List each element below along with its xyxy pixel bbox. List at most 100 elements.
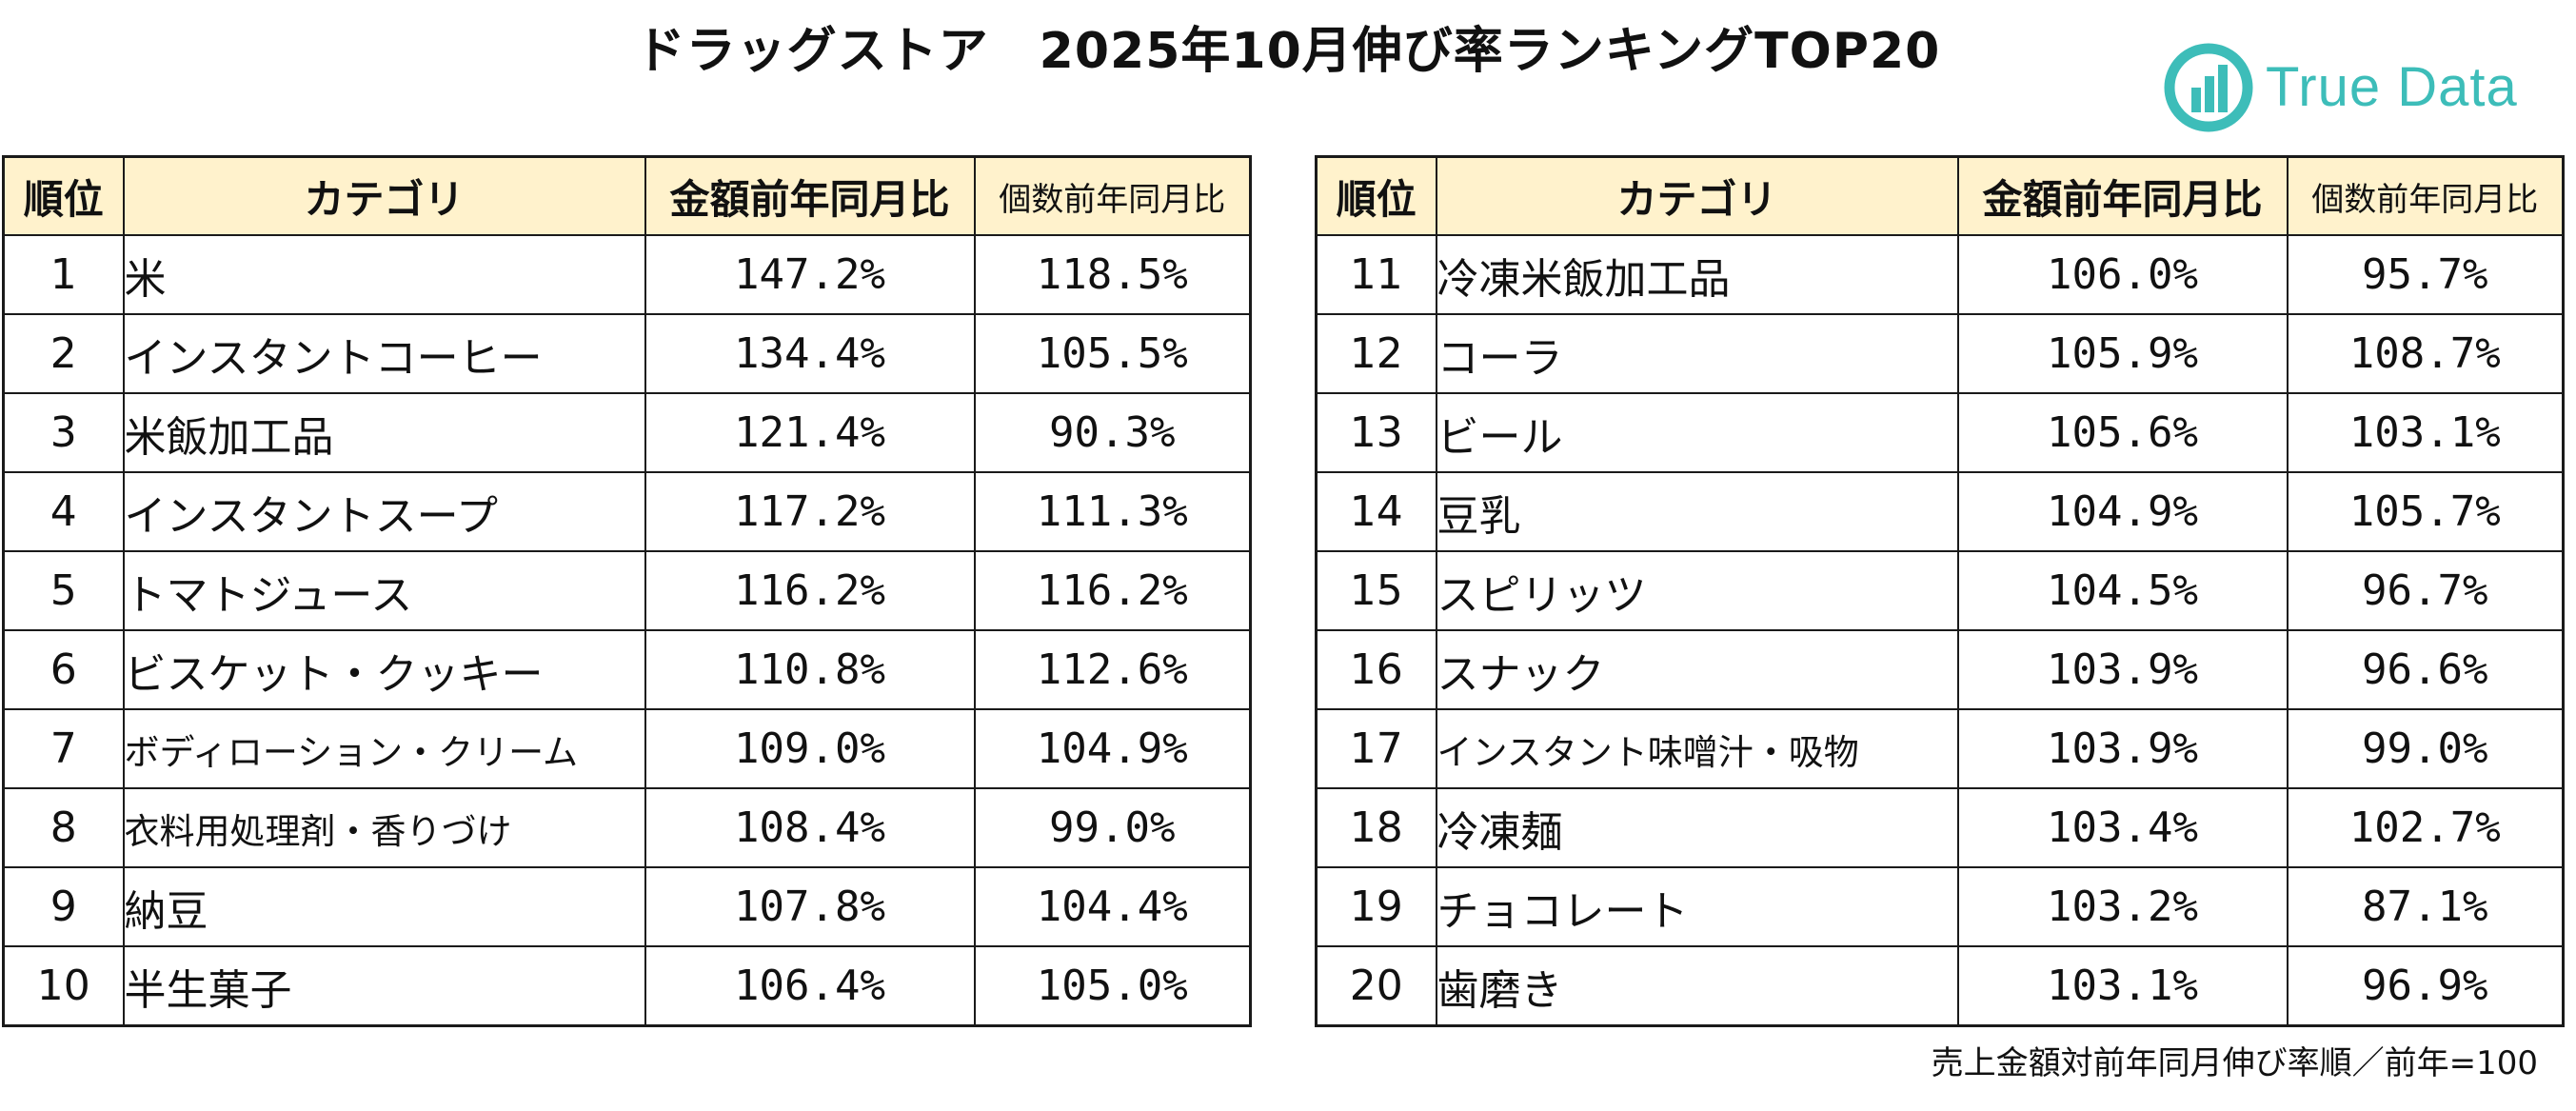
table-row: 6 ビスケット・クッキー 110.8% 112.6%: [2, 629, 1252, 710]
table-row: 7 ボディローション・クリーム 109.0% 104.9%: [2, 708, 1252, 789]
category-cell: 納豆: [122, 866, 646, 947]
rank-cell: 3: [2, 392, 125, 473]
rank-cell: 13: [1315, 392, 1437, 473]
table-row: 17 インスタント味噌汁・吸物 103.9% 99.0%: [1315, 708, 2565, 789]
count-ratio-cell: 105.0%: [973, 945, 1252, 1027]
count-ratio-cell: 111.3%: [973, 471, 1252, 552]
amount-ratio-cell: 117.2%: [644, 471, 976, 552]
count-ratio-cell: 96.7%: [2286, 550, 2565, 631]
category-cell: ビール: [1435, 392, 1959, 473]
column-header-amount-ratio: 金額前年同月比: [644, 155, 976, 236]
ranking-table-left: 順位 カテゴリ 金額前年同月比 個数前年同月比 1 米 147.2% 118.5…: [2, 155, 1252, 1027]
true-data-logo-icon: [2164, 43, 2253, 132]
rank-cell: 15: [1315, 550, 1437, 631]
count-ratio-cell: 90.3%: [973, 392, 1252, 473]
table-row: 3 米飯加工品 121.4% 90.3%: [2, 392, 1252, 473]
category-cell: 冷凍麺: [1435, 787, 1959, 868]
category-cell: 歯磨き: [1435, 945, 1959, 1027]
amount-ratio-cell: 116.2%: [644, 550, 976, 631]
table-row: 4 インスタントスープ 117.2% 111.3%: [2, 471, 1252, 552]
category-cell: トマトジュース: [122, 550, 646, 631]
amount-ratio-cell: 134.4%: [644, 313, 976, 394]
amount-ratio-cell: 147.2%: [644, 234, 976, 315]
count-ratio-cell: 104.4%: [973, 866, 1252, 947]
table-row: 12 コーラ 105.9% 108.7%: [1315, 313, 2565, 394]
category-cell: インスタントコーヒー: [122, 313, 646, 394]
amount-ratio-cell: 103.1%: [1956, 945, 2289, 1027]
count-ratio-cell: 96.6%: [2286, 629, 2565, 710]
column-header-category: カテゴリ: [122, 155, 646, 236]
table-row: 10 半生菓子 106.4% 105.0%: [2, 945, 1252, 1027]
amount-ratio-cell: 110.8%: [644, 629, 976, 710]
rank-cell: 5: [2, 550, 125, 631]
brand-logo: True Data: [2163, 42, 2518, 133]
amount-ratio-cell: 104.5%: [1956, 550, 2289, 631]
count-ratio-cell: 102.7%: [2286, 787, 2565, 868]
category-cell: 豆乳: [1435, 471, 1959, 552]
count-ratio-cell: 118.5%: [973, 234, 1252, 315]
count-ratio-cell: 108.7%: [2286, 313, 2565, 394]
rank-cell: 16: [1315, 629, 1437, 710]
category-cell: ビスケット・クッキー: [122, 629, 646, 710]
amount-ratio-cell: 103.9%: [1956, 708, 2289, 789]
table-row: 15 スピリッツ 104.5% 96.7%: [1315, 550, 2565, 631]
rank-cell: 17: [1315, 708, 1437, 789]
table-row: 18 冷凍麺 103.4% 102.7%: [1315, 787, 2565, 868]
count-ratio-cell: 99.0%: [973, 787, 1252, 868]
rank-cell: 12: [1315, 313, 1437, 394]
brand-name: True Data: [2266, 56, 2518, 118]
page-title: ドラッグストア 2025年10月伸び率ランキングTOP20: [635, 23, 1941, 80]
count-ratio-cell: 112.6%: [973, 629, 1252, 710]
rank-cell: 19: [1315, 866, 1437, 947]
count-ratio-cell: 116.2%: [973, 550, 1252, 631]
amount-ratio-cell: 103.9%: [1956, 629, 2289, 710]
count-ratio-cell: 105.5%: [973, 313, 1252, 394]
category-cell: スナック: [1435, 629, 1959, 710]
table-row: 5 トマトジュース 116.2% 116.2%: [2, 550, 1252, 631]
amount-ratio-cell: 106.0%: [1956, 234, 2289, 315]
table-row: 1 米 147.2% 118.5%: [2, 234, 1252, 315]
table-row: 20 歯磨き 103.1% 96.9%: [1315, 945, 2565, 1027]
table-row: 16 スナック 103.9% 96.6%: [1315, 629, 2565, 710]
rank-cell: 6: [2, 629, 125, 710]
rank-cell: 20: [1315, 945, 1437, 1027]
column-header-rank: 順位: [1315, 155, 1437, 236]
column-header-amount-ratio: 金額前年同月比: [1956, 155, 2289, 236]
rank-cell: 9: [2, 866, 125, 947]
category-cell: インスタントスープ: [122, 471, 646, 552]
rank-cell: 1: [2, 234, 125, 315]
amount-ratio-cell: 103.2%: [1956, 866, 2289, 947]
table-header-row: 順位 カテゴリ 金額前年同月比 個数前年同月比: [2, 155, 1252, 236]
amount-ratio-cell: 109.0%: [644, 708, 976, 789]
column-header-category: カテゴリ: [1435, 155, 1959, 236]
amount-ratio-cell: 121.4%: [644, 392, 976, 473]
amount-ratio-cell: 103.4%: [1956, 787, 2289, 868]
category-cell: 衣料用処理剤・香りづけ: [122, 787, 646, 868]
ranking-table-right: 順位 カテゴリ 金額前年同月比 個数前年同月比 11 冷凍米飯加工品 106.0…: [1315, 155, 2565, 1027]
table-row: 8 衣料用処理剤・香りづけ 108.4% 99.0%: [2, 787, 1252, 868]
table-row: 2 インスタントコーヒー 134.4% 105.5%: [2, 313, 1252, 394]
count-ratio-cell: 105.7%: [2286, 471, 2565, 552]
rank-cell: 7: [2, 708, 125, 789]
category-cell: スピリッツ: [1435, 550, 1959, 631]
table-row: 13 ビール 105.6% 103.1%: [1315, 392, 2565, 473]
count-ratio-cell: 99.0%: [2286, 708, 2565, 789]
rank-cell: 10: [2, 945, 125, 1027]
count-ratio-cell: 103.1%: [2286, 392, 2565, 473]
amount-ratio-cell: 104.9%: [1956, 471, 2289, 552]
column-header-count-ratio: 個数前年同月比: [2286, 155, 2565, 236]
table-row: 14 豆乳 104.9% 105.7%: [1315, 471, 2565, 552]
category-cell: ボディローション・クリーム: [122, 708, 646, 789]
amount-ratio-cell: 105.6%: [1956, 392, 2289, 473]
amount-ratio-cell: 108.4%: [644, 787, 976, 868]
amount-ratio-cell: 106.4%: [644, 945, 976, 1027]
table-row: 11 冷凍米飯加工品 106.0% 95.7%: [1315, 234, 2565, 315]
count-ratio-cell: 96.9%: [2286, 945, 2565, 1027]
category-cell: 半生菓子: [122, 945, 646, 1027]
count-ratio-cell: 104.9%: [973, 708, 1252, 789]
count-ratio-cell: 87.1%: [2286, 866, 2565, 947]
count-ratio-cell: 95.7%: [2286, 234, 2565, 315]
category-cell: 米: [122, 234, 646, 315]
amount-ratio-cell: 107.8%: [644, 866, 976, 947]
column-header-rank: 順位: [2, 155, 125, 236]
